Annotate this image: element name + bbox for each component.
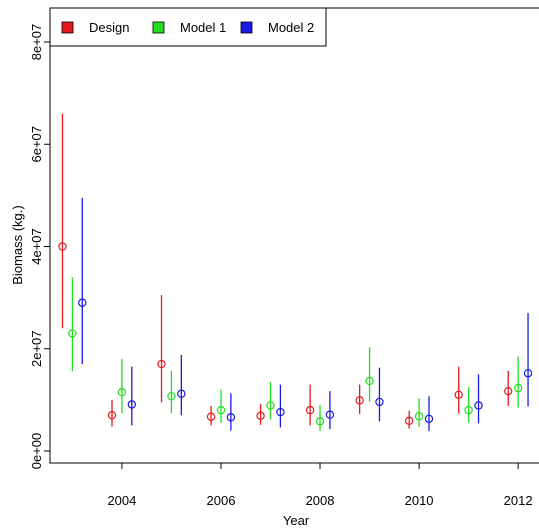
point-design bbox=[256, 411, 265, 420]
legend-label-model-2: Model 2 bbox=[268, 20, 314, 35]
y-tick-label: 2e+07 bbox=[29, 330, 44, 367]
point-model-1 bbox=[266, 401, 275, 410]
legend-box bbox=[49, 7, 327, 47]
point-model-1 bbox=[315, 417, 325, 426]
point-model-1 bbox=[68, 329, 77, 338]
point-model-2 bbox=[78, 298, 87, 307]
x-axis: 2004 2006 2008 2010 2012 bbox=[107, 462, 533, 508]
point-model-1 bbox=[117, 388, 127, 397]
y-tick-label: 8e+07 bbox=[29, 24, 44, 61]
y-tick-label: 4e+07 bbox=[29, 228, 44, 265]
point-model-2 bbox=[523, 369, 533, 378]
point-model-2 bbox=[127, 400, 137, 409]
x-tick-label: 2008 bbox=[306, 493, 335, 508]
point-design bbox=[107, 411, 117, 420]
legend-swatch-model-2 bbox=[240, 21, 253, 34]
plot-marks bbox=[58, 113, 533, 432]
point-design bbox=[305, 405, 315, 415]
legend: Design Model 1 Model 2 bbox=[49, 7, 327, 47]
x-tick-label: 2006 bbox=[207, 493, 236, 508]
point-model-2 bbox=[474, 401, 483, 410]
point-model-2 bbox=[177, 389, 186, 398]
legend-label-model-1: Model 1 bbox=[180, 20, 226, 35]
point-model-2 bbox=[276, 407, 285, 417]
point-design bbox=[355, 396, 364, 405]
y-axis: 0e+00 2e+07 4e+07 6e+07 8e+07 bbox=[29, 24, 51, 470]
point-design bbox=[454, 390, 463, 399]
legend-label-design: Design bbox=[89, 20, 129, 35]
x-axis-label: Year bbox=[283, 513, 310, 528]
point-model-2 bbox=[375, 397, 384, 407]
point-model-1 bbox=[513, 383, 523, 393]
point-design bbox=[404, 416, 414, 426]
legend-swatch-design bbox=[61, 21, 74, 34]
y-tick-label: 6e+07 bbox=[29, 126, 44, 163]
legend-swatch-model-1 bbox=[152, 21, 165, 34]
y-tick-label: 0e+00 bbox=[29, 433, 44, 470]
point-design bbox=[504, 386, 513, 396]
point-design bbox=[58, 242, 67, 251]
point-design bbox=[157, 359, 166, 369]
y-axis-label: Biomass (kg.) bbox=[10, 205, 25, 284]
point-model-1 bbox=[365, 376, 374, 386]
plot-frame bbox=[49, 7, 539, 464]
x-tick-label: 2012 bbox=[504, 493, 533, 508]
point-model-1 bbox=[464, 405, 473, 415]
x-tick-label: 2010 bbox=[405, 493, 434, 508]
point-model-2 bbox=[226, 413, 236, 422]
point-model-1 bbox=[167, 392, 176, 401]
point-model-1 bbox=[216, 405, 226, 415]
point-design bbox=[206, 412, 216, 421]
x-tick-label: 2004 bbox=[107, 493, 136, 508]
point-model-2 bbox=[325, 410, 335, 419]
point-model-1 bbox=[414, 412, 424, 421]
point-model-2 bbox=[424, 414, 434, 423]
